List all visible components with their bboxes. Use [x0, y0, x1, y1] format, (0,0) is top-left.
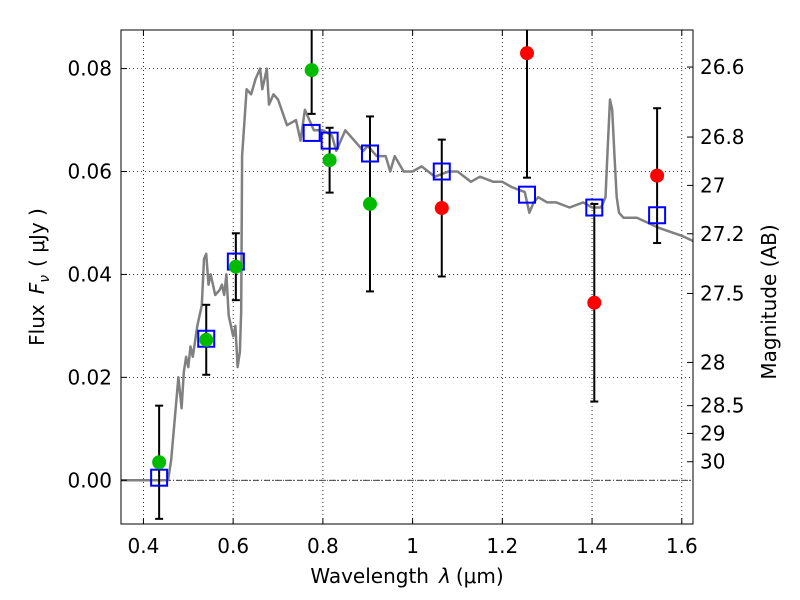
x-tick-label: 0.8	[307, 534, 339, 558]
x-tick-label: 0.6	[217, 534, 249, 558]
model-square-marker	[150, 468, 169, 487]
markers	[150, 46, 667, 487]
mag-tick-label: 28.5	[700, 394, 745, 418]
mag-tick-label: 27.5	[700, 281, 745, 305]
model-square-marker	[432, 162, 451, 181]
red-data-point	[650, 168, 665, 183]
x-tick-label: 0.4	[128, 534, 160, 558]
y-axis-label: FluxFν( μJy )	[25, 208, 53, 346]
green-data-point	[199, 332, 214, 347]
y-tick-label: 0.04	[67, 262, 112, 286]
red-data-point	[520, 46, 535, 61]
mag-tick-label: 28	[700, 350, 725, 374]
ticks: 0.4 0.6 0.8 1 1.2 1.4 1.6 0.00 0.02 0.04 0.06 0.08 2…	[67, 30, 745, 558]
green-data-point	[322, 153, 337, 168]
model-sed-line	[121, 67, 693, 482]
mag-tick-label: 30	[700, 450, 725, 474]
mag-tick-label: 27.2	[700, 222, 745, 246]
x-tick-label: 1.4	[576, 534, 608, 558]
green-data-point	[152, 455, 167, 470]
plot-frame	[120, 29, 694, 525]
x-tick-label: 1	[406, 534, 419, 558]
mag-tick-label: 26.8	[700, 125, 745, 149]
x-tick-label: 1.6	[666, 534, 698, 558]
y-tick-label: 0.02	[67, 365, 112, 389]
red-data-point	[587, 295, 602, 310]
y-tick-label: 0.06	[67, 160, 112, 184]
mag-tick-label: 29	[700, 421, 725, 445]
model-square-marker	[360, 144, 379, 163]
x-tick-label: 1.2	[486, 534, 518, 558]
model-square-marker	[320, 131, 339, 150]
model-square-marker	[518, 185, 537, 204]
green-data-point	[362, 196, 377, 211]
y2-axis-label: Magnitude (AB)	[757, 224, 781, 379]
green-data-point	[228, 259, 243, 274]
model-square-marker	[648, 206, 667, 225]
model-square-marker	[585, 198, 604, 217]
mag-tick-label: 27	[700, 173, 725, 197]
y-tick-label: 0.00	[67, 468, 112, 492]
mag-tick-label: 26.6	[700, 55, 745, 79]
green-data-point	[304, 63, 319, 78]
red-data-point	[434, 201, 449, 216]
x-axis-label: Wavelength λ (μm)	[310, 564, 503, 588]
model-square-marker	[302, 123, 321, 142]
y-tick-label: 0.08	[67, 57, 112, 81]
